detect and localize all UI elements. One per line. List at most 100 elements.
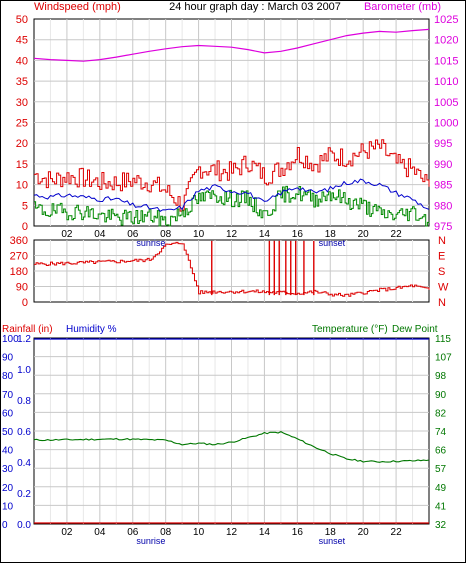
rain-y-tick: 0.4 [17, 458, 31, 469]
windspeed-line [34, 139, 430, 212]
wind-average-line [33, 178, 430, 212]
direction-line [34, 241, 430, 297]
hour-label: 12 [226, 527, 238, 538]
rain-y-tick: 0.2 [17, 489, 31, 500]
hour-label: 18 [325, 229, 337, 240]
hour-label: 16 [292, 229, 304, 240]
temp-y-tick: 115 [435, 334, 451, 345]
humidity-y-tick: 30 [2, 464, 14, 475]
direction-y-tick: 270 [10, 251, 28, 263]
hour-label: 06 [127, 527, 139, 538]
compass-tick: E [438, 251, 445, 263]
temp-y-tick: 98 [435, 371, 447, 382]
rain-y-tick: 0.0 [17, 520, 31, 531]
wind-y-tick: 25 [16, 118, 28, 130]
baro-y-tick: 985 [434, 180, 452, 192]
hour-label: 02 [61, 229, 73, 240]
baro-y-tick: 995 [434, 138, 452, 150]
graph-title: 24 hour graph day : March 03 2007 [169, 1, 341, 13]
sunrise-label: sunrise [136, 238, 165, 248]
hour-label: 04 [94, 527, 106, 538]
dewpoint-legend: Dew Point [392, 324, 438, 335]
temp-y-tick: 32 [435, 520, 447, 531]
wind-y-tick: 40 [16, 55, 28, 67]
hour-label: 08 [160, 527, 172, 538]
hour-label: 04 [94, 229, 106, 240]
baro-y-tick: 1010 [434, 76, 458, 88]
barometer-line [33, 28, 430, 62]
hour-label: 14 [259, 527, 271, 538]
series-layer [33, 28, 430, 524]
wind-y-tick: 35 [16, 76, 28, 88]
temp-y-tick: 74 [435, 427, 447, 438]
direction-y-tick: 180 [10, 266, 28, 278]
hour-label: 14 [259, 229, 271, 240]
hour-label: 20 [358, 229, 370, 240]
humidity-y-tick: 70 [2, 390, 14, 401]
baro-y-tick: 1005 [434, 97, 458, 109]
temperature-legend: Temperature (°F) [312, 324, 388, 335]
direction-y-tick: 360 [10, 235, 28, 247]
rain-y-tick: 0.6 [17, 427, 31, 438]
wind-low-line [34, 185, 430, 227]
temp-y-tick: 90 [435, 390, 447, 401]
hour-label: 08 [160, 229, 172, 240]
baro-y-tick: 975 [434, 221, 452, 233]
wind-y-tick: 30 [16, 97, 28, 109]
humidity-y-tick: 100 [2, 334, 19, 345]
humidity-y-tick: 50 [2, 427, 14, 438]
sunset-label: sunset [319, 536, 346, 546]
humidity-legend: Humidity % [66, 324, 117, 335]
compass-tick: S [438, 266, 445, 278]
humidity-y-tick: 20 [2, 483, 14, 494]
hour-label: 22 [391, 229, 403, 240]
barometer-axis-label: Barometer (mb) [364, 1, 441, 13]
compass-tick: N [438, 235, 446, 247]
wind-y-tick: 10 [16, 180, 28, 192]
humidity-y-tick: 10 [2, 501, 14, 512]
wind-y-tick: 20 [16, 138, 28, 150]
hour-label: 16 [292, 527, 304, 538]
wind-y-tick: 45 [16, 35, 28, 47]
hour-label: 10 [193, 527, 205, 538]
rain-y-tick: 1.2 [17, 334, 31, 345]
temp-y-tick: 66 [435, 446, 447, 457]
direction-y-tick: 0 [22, 297, 28, 309]
baro-y-tick: 1020 [434, 35, 458, 47]
hour-label: 12 [226, 229, 238, 240]
sunset-label: sunset [319, 238, 346, 248]
sunrise-label: sunrise [136, 536, 165, 546]
hour-label: 10 [193, 229, 205, 240]
temp-y-tick: 82 [435, 408, 447, 419]
hour-label: 02 [61, 527, 73, 538]
humidity-y-tick: 40 [2, 446, 14, 457]
axis-labels: 0510152025303540455097598098599099510001… [2, 14, 458, 546]
hour-label: 22 [391, 527, 403, 538]
windspeed-axis-label: Windspeed (mph) [34, 1, 121, 13]
temp-y-tick: 49 [435, 483, 447, 494]
hour-label: 18 [325, 527, 337, 538]
temp-y-tick: 57 [435, 464, 447, 475]
baro-y-tick: 1000 [434, 118, 458, 130]
temperature-line [33, 430, 430, 463]
compass-tick: N [438, 297, 446, 309]
humidity-y-tick: 90 [2, 353, 14, 364]
hour-label: 06 [127, 229, 139, 240]
direction-y-tick: 90 [16, 282, 28, 294]
baro-y-tick: 980 [434, 200, 452, 212]
humidity-y-tick: 60 [2, 408, 14, 419]
baro-y-tick: 1015 [434, 55, 458, 67]
rain-y-tick: 1.0 [17, 365, 31, 376]
temp-y-tick: 41 [435, 501, 447, 512]
humidity-y-tick: 0 [2, 520, 8, 531]
wind-y-tick: 5 [22, 200, 28, 212]
rain-y-tick: 0.8 [17, 396, 31, 407]
rainfall-legend: Rainfall (in) [2, 324, 53, 335]
baro-y-tick: 990 [434, 159, 452, 171]
wind-y-tick: 0 [22, 221, 28, 233]
compass-tick: W [438, 282, 449, 294]
gridlines [34, 19, 429, 524]
humidity-y-tick: 80 [2, 371, 14, 382]
wind-y-tick: 50 [16, 14, 28, 26]
